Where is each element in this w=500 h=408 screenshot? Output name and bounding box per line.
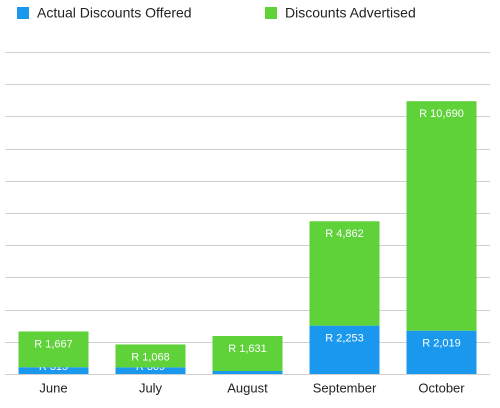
legend-label: Discounts Advertised [285,5,416,21]
legend-swatch [265,7,277,19]
bar-segment [18,367,89,374]
data-label: R 2,019 [422,338,461,350]
x-tick-label: September [313,380,377,395]
x-tick-label: June [39,380,67,395]
data-label: R 1,068 [131,351,170,363]
legend-swatch [17,7,29,19]
bar-segment [406,101,477,331]
legend-label: Actual Discounts Offered [37,5,192,21]
data-label: R 10,690 [419,108,464,120]
bar-segment [406,330,477,374]
data-label: R 1,631 [228,343,267,355]
data-label: R 4,862 [325,228,364,240]
bar-segment [212,335,283,371]
bar-segment [18,331,89,368]
bar-segment [212,370,283,374]
bar-segment [309,325,380,374]
x-tick-label: October [418,380,465,395]
x-tick-label: July [139,380,163,395]
bar-segment [115,344,186,368]
bar-segment [115,367,186,374]
data-label: R 2,253 [325,333,364,345]
bar-segment [309,221,380,326]
data-label: R 1,667 [34,338,73,350]
x-tick-label: August [227,380,268,395]
